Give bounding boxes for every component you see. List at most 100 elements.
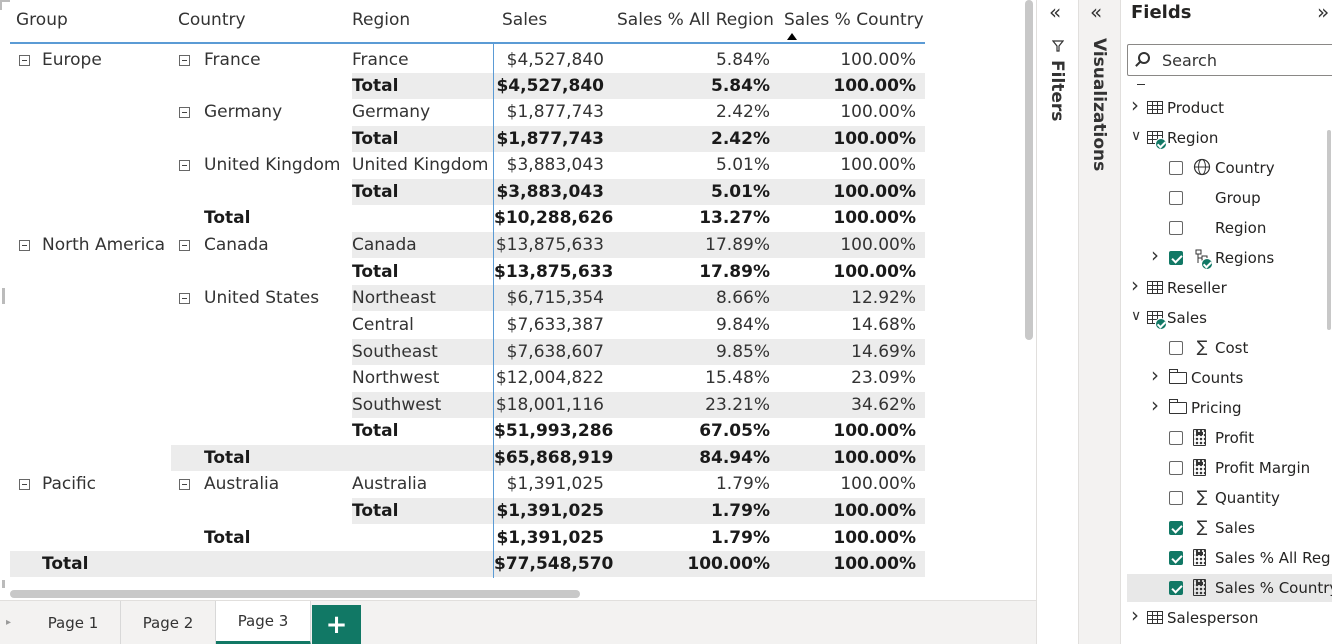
field-item-reseller[interactable]: › Reseller xyxy=(1121,273,1332,302)
field-item-region[interactable]: ∨ Region xyxy=(1121,124,1332,152)
chevron-right-icon[interactable]: › xyxy=(1151,243,1159,267)
fields-scrollbar[interactable] xyxy=(1327,130,1331,330)
horizontal-scrollbar[interactable] xyxy=(10,590,580,598)
country-label: United Kingdom xyxy=(204,155,341,175)
collapse-country-icon[interactable] xyxy=(179,240,190,251)
field-item-cost[interactable]: ∑ Cost xyxy=(1121,334,1332,362)
collapse-group-icon[interactable] xyxy=(19,479,30,490)
total-row[interactable] xyxy=(352,498,925,524)
chevron-right-icon[interactable]: › xyxy=(1151,393,1159,417)
filters-collapse-icon[interactable]: « xyxy=(1049,0,1062,24)
collapse-country-icon[interactable] xyxy=(179,479,190,490)
chevron-down-icon[interactable]: ∨ xyxy=(1131,128,1142,144)
tab-page-3[interactable]: Page 3 xyxy=(216,601,311,644)
field-item-country[interactable]: Country xyxy=(1121,154,1332,182)
header-country[interactable]: Country xyxy=(178,10,246,30)
sales-value: $10,288,626 xyxy=(494,208,614,228)
field-item-pricing[interactable]: › Pricing xyxy=(1121,393,1332,422)
visualizations-collapse-icon[interactable]: « xyxy=(1090,0,1103,24)
header-sales-pct-all-region[interactable]: Sales % All Region xyxy=(617,10,774,30)
chevron-right-icon[interactable]: › xyxy=(1131,603,1139,627)
checkbox[interactable] xyxy=(1169,491,1183,505)
region-label: Northeast xyxy=(352,288,436,308)
field-item-counts[interactable]: › Counts xyxy=(1121,363,1332,392)
fields-search-input[interactable]: Search xyxy=(1127,44,1332,76)
vertical-scrollbar[interactable] xyxy=(1025,0,1033,340)
header-sales-pct-country[interactable]: Sales % Country xyxy=(784,10,924,30)
collapse-country-icon[interactable] xyxy=(179,55,190,66)
scroll-hint-line xyxy=(1137,84,1145,85)
matrix-row[interactable] xyxy=(352,339,925,365)
calculator-icon xyxy=(1193,549,1206,566)
matrix-row[interactable] xyxy=(352,392,925,418)
collapse-group-icon[interactable] xyxy=(19,55,30,66)
collapse-country-icon[interactable] xyxy=(179,107,190,118)
tab-page-2[interactable]: Page 2 xyxy=(121,601,216,644)
field-item-sales-country[interactable]: Sales % Country xyxy=(1127,574,1332,602)
fields-pane: Fields » Search › Product ∨ Region Country Gr… xyxy=(1120,0,1332,644)
checkbox[interactable] xyxy=(1169,341,1183,355)
in-use-badge-icon xyxy=(1155,138,1167,150)
field-item-product[interactable]: › Product xyxy=(1121,93,1332,122)
sales-pct-country-value: 100.00% xyxy=(840,102,916,122)
collapse-country-icon[interactable] xyxy=(179,160,190,171)
filters-label[interactable]: Filters xyxy=(1047,60,1067,122)
header-region[interactable]: Region xyxy=(352,10,411,30)
header-group[interactable]: Group xyxy=(16,10,68,30)
checkbox[interactable] xyxy=(1169,221,1183,235)
checkbox-checked[interactable] xyxy=(1169,521,1183,535)
collapse-group-icon[interactable] xyxy=(19,240,30,251)
field-item-profit-margin[interactable]: Profit Margin xyxy=(1121,454,1332,482)
chevron-right-icon[interactable]: › xyxy=(1131,273,1139,297)
sales-value: $1,877,743 xyxy=(496,129,604,149)
tab-scroll-left-icon[interactable]: ▸ xyxy=(6,617,12,628)
total-row[interactable] xyxy=(171,445,925,471)
chevron-right-icon[interactable]: › xyxy=(1151,363,1159,387)
visualizations-pane[interactable]: « Visualizations xyxy=(1078,0,1120,644)
header-sales[interactable]: Sales xyxy=(502,10,548,30)
matrix-row[interactable] xyxy=(352,285,925,311)
fields-expand-icon[interactable]: » xyxy=(1317,0,1330,24)
grand-total-row[interactable] xyxy=(10,551,925,577)
checkbox-checked[interactable] xyxy=(1169,551,1183,565)
total-row[interactable] xyxy=(352,73,925,99)
sales-value: $1,391,025 xyxy=(496,501,604,521)
field-item-sales-all-regi[interactable]: Sales % All Regi... xyxy=(1121,544,1332,572)
field-item-profit[interactable]: Profit xyxy=(1121,424,1332,452)
field-item-region[interactable]: Region xyxy=(1121,214,1332,242)
report-canvas[interactable]: Group Country Region Sales Sales % All R… xyxy=(0,0,1036,600)
checkbox[interactable] xyxy=(1169,461,1183,475)
total-row[interactable] xyxy=(352,179,925,205)
checkbox[interactable] xyxy=(1169,161,1183,175)
sales-pct-country-value: 100.00% xyxy=(833,76,916,96)
add-page-button[interactable]: + xyxy=(312,605,361,644)
field-item-sales[interactable]: ∑ Sales xyxy=(1121,514,1332,542)
filters-pane[interactable]: « Filters xyxy=(1036,0,1078,644)
in-use-badge-icon xyxy=(1155,318,1167,330)
tab-page-1[interactable]: Page 1 xyxy=(26,601,121,644)
chevron-right-icon[interactable]: › xyxy=(1131,93,1139,117)
total-row[interactable] xyxy=(352,126,925,152)
checkbox[interactable] xyxy=(1169,431,1183,445)
visualizations-label[interactable]: Visualizations xyxy=(1089,38,1109,172)
checkbox-checked[interactable] xyxy=(1169,581,1183,595)
field-item-sales[interactable]: ∨ Sales xyxy=(1121,304,1332,332)
checkbox[interactable] xyxy=(1169,191,1183,205)
visual-resize-handle[interactable] xyxy=(2,288,5,304)
field-item-group[interactable]: Group xyxy=(1121,184,1332,212)
sigma-icon: ∑ xyxy=(1196,337,1208,356)
visual-corner-handle[interactable] xyxy=(0,0,10,10)
region-label: France xyxy=(352,50,409,70)
country-label: Germany xyxy=(204,102,283,122)
visual-resize-handle-bottom[interactable] xyxy=(2,580,5,588)
field-item-quantity[interactable]: ∑ Quantity xyxy=(1121,484,1332,512)
chevron-down-icon[interactable]: ∨ xyxy=(1131,308,1142,324)
field-item-salesperson[interactable]: › Salesperson xyxy=(1121,603,1332,632)
collapse-country-icon[interactable] xyxy=(179,293,190,304)
sales-pct-country-value: 100.00% xyxy=(833,421,916,441)
matrix-row[interactable] xyxy=(352,232,925,258)
checkbox-checked[interactable] xyxy=(1169,251,1183,265)
region-label: Central xyxy=(352,315,414,335)
field-item-regions[interactable]: › Regions xyxy=(1121,243,1332,272)
